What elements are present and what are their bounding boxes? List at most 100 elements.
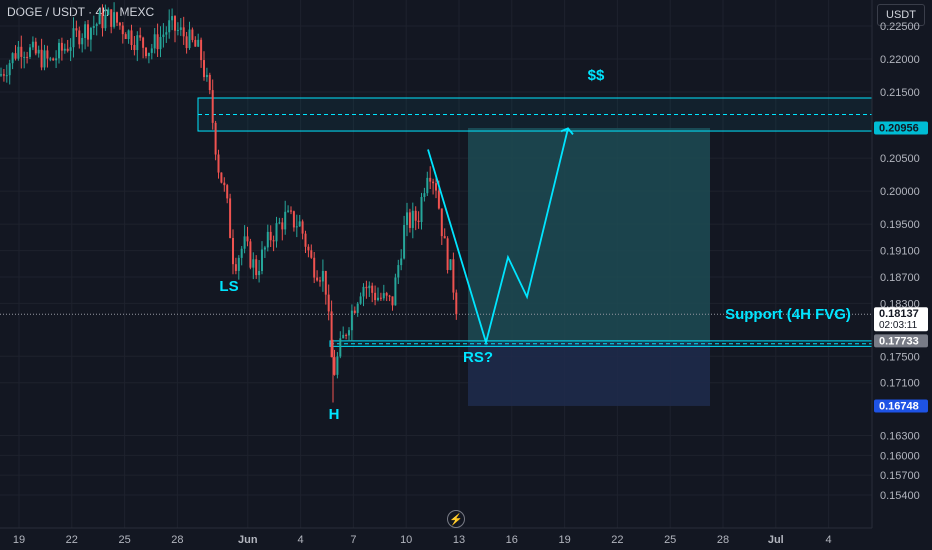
y-tick-label: 0.16000 bbox=[880, 450, 920, 462]
candle-body bbox=[127, 30, 130, 40]
candle-body bbox=[17, 46, 20, 59]
candle-body bbox=[261, 249, 263, 271]
candle-body bbox=[437, 190, 440, 209]
candle-body bbox=[319, 280, 321, 282]
price-badge bbox=[874, 399, 928, 413]
candle-body bbox=[20, 46, 23, 57]
candle-body bbox=[214, 122, 217, 155]
candle-body bbox=[118, 22, 121, 26]
x-tick-label: 4 bbox=[826, 534, 832, 546]
candle-body bbox=[417, 220, 420, 223]
currency-button[interactable]: USDT bbox=[877, 4, 925, 26]
candle-body bbox=[307, 246, 310, 251]
candle-body bbox=[98, 12, 101, 25]
candle-body bbox=[179, 27, 182, 30]
candle-body bbox=[246, 236, 249, 242]
y-tick-label: 0.22000 bbox=[880, 54, 920, 66]
candle-body bbox=[263, 247, 266, 250]
y-tick-label: 0.20000 bbox=[880, 186, 920, 198]
candle-body bbox=[133, 45, 136, 51]
candle-body bbox=[272, 240, 275, 242]
grid bbox=[0, 0, 872, 528]
candle-body bbox=[423, 193, 426, 197]
candle-body bbox=[359, 296, 362, 304]
annotations: $$ Support (4H FVG) LS H RS? bbox=[219, 67, 851, 423]
candle-body bbox=[203, 60, 205, 78]
y-tick-label: 0.18700 bbox=[880, 272, 920, 284]
candle-body bbox=[145, 47, 147, 57]
candle-body bbox=[0, 74, 2, 76]
candle-body bbox=[290, 210, 292, 212]
candle-body bbox=[411, 210, 414, 228]
candle-body bbox=[55, 58, 58, 61]
candle-body bbox=[443, 236, 446, 239]
candle-body bbox=[374, 292, 377, 301]
y-tick-label: 0.19100 bbox=[880, 246, 920, 258]
y-tick-label: 0.17500 bbox=[880, 351, 920, 363]
candle-body bbox=[382, 293, 385, 299]
candle-body bbox=[197, 39, 200, 47]
candle-body bbox=[255, 259, 258, 276]
candle-body bbox=[327, 294, 330, 312]
x-tick-label: 28 bbox=[717, 534, 729, 546]
candle-body bbox=[353, 310, 356, 313]
candle-body bbox=[162, 34, 165, 38]
candle-body bbox=[130, 30, 133, 46]
candle-body bbox=[362, 286, 365, 297]
candle-body bbox=[371, 285, 374, 293]
candle-body bbox=[5, 75, 8, 77]
candle-body bbox=[234, 264, 237, 271]
candle-body bbox=[124, 34, 127, 40]
candle-body bbox=[8, 63, 11, 76]
x-tick-label: 4 bbox=[298, 534, 304, 546]
candle-body bbox=[66, 48, 69, 51]
candle-body bbox=[75, 28, 78, 31]
candle-body bbox=[237, 257, 240, 271]
candle-body bbox=[113, 12, 116, 27]
price-badge bbox=[874, 334, 928, 348]
candle-body bbox=[147, 52, 150, 57]
candle-body bbox=[226, 185, 229, 199]
y-tick-label: 0.15400 bbox=[880, 490, 920, 502]
candle-body bbox=[333, 357, 336, 375]
candle-body bbox=[185, 36, 188, 49]
candle-body bbox=[394, 277, 397, 306]
candle-body bbox=[266, 231, 269, 248]
candle-body bbox=[165, 32, 168, 35]
support-label: Support (4H FVG) bbox=[725, 306, 851, 323]
x-tick-label: Jul bbox=[768, 534, 784, 546]
candle-body bbox=[420, 196, 423, 223]
candle-body bbox=[174, 16, 176, 31]
candle-body bbox=[414, 210, 417, 221]
candle-body bbox=[249, 241, 252, 268]
x-tick-label: 25 bbox=[664, 534, 676, 546]
candle-body bbox=[60, 42, 63, 51]
projection bbox=[427, 127, 574, 346]
candle-body bbox=[81, 37, 84, 45]
price-badge-countdown: 02:03:11 bbox=[879, 320, 918, 331]
candle-body bbox=[240, 248, 243, 258]
candle-body bbox=[182, 27, 185, 37]
candle-body bbox=[324, 270, 327, 295]
tradingview-logo-icon[interactable]: ⚡ bbox=[447, 510, 465, 528]
candle-body bbox=[258, 270, 261, 276]
y-tick-label: 0.22500 bbox=[880, 21, 920, 33]
candle-body bbox=[107, 9, 110, 15]
x-tick-label: 22 bbox=[611, 534, 623, 546]
candle-body bbox=[34, 41, 37, 54]
candle-body bbox=[348, 330, 350, 336]
candle-body bbox=[429, 177, 432, 182]
x-tick-label: 25 bbox=[118, 534, 130, 546]
candle-body bbox=[31, 41, 34, 48]
candle-body bbox=[110, 9, 113, 27]
candle-body bbox=[330, 311, 333, 358]
candle-body bbox=[223, 182, 226, 186]
candle-body bbox=[397, 265, 400, 278]
candle-body bbox=[40, 49, 43, 68]
candle-body bbox=[455, 292, 458, 315]
candle-body bbox=[208, 74, 211, 91]
candle-body bbox=[49, 58, 52, 60]
candle-body bbox=[101, 12, 104, 29]
x-tick-label: 10 bbox=[400, 534, 412, 546]
